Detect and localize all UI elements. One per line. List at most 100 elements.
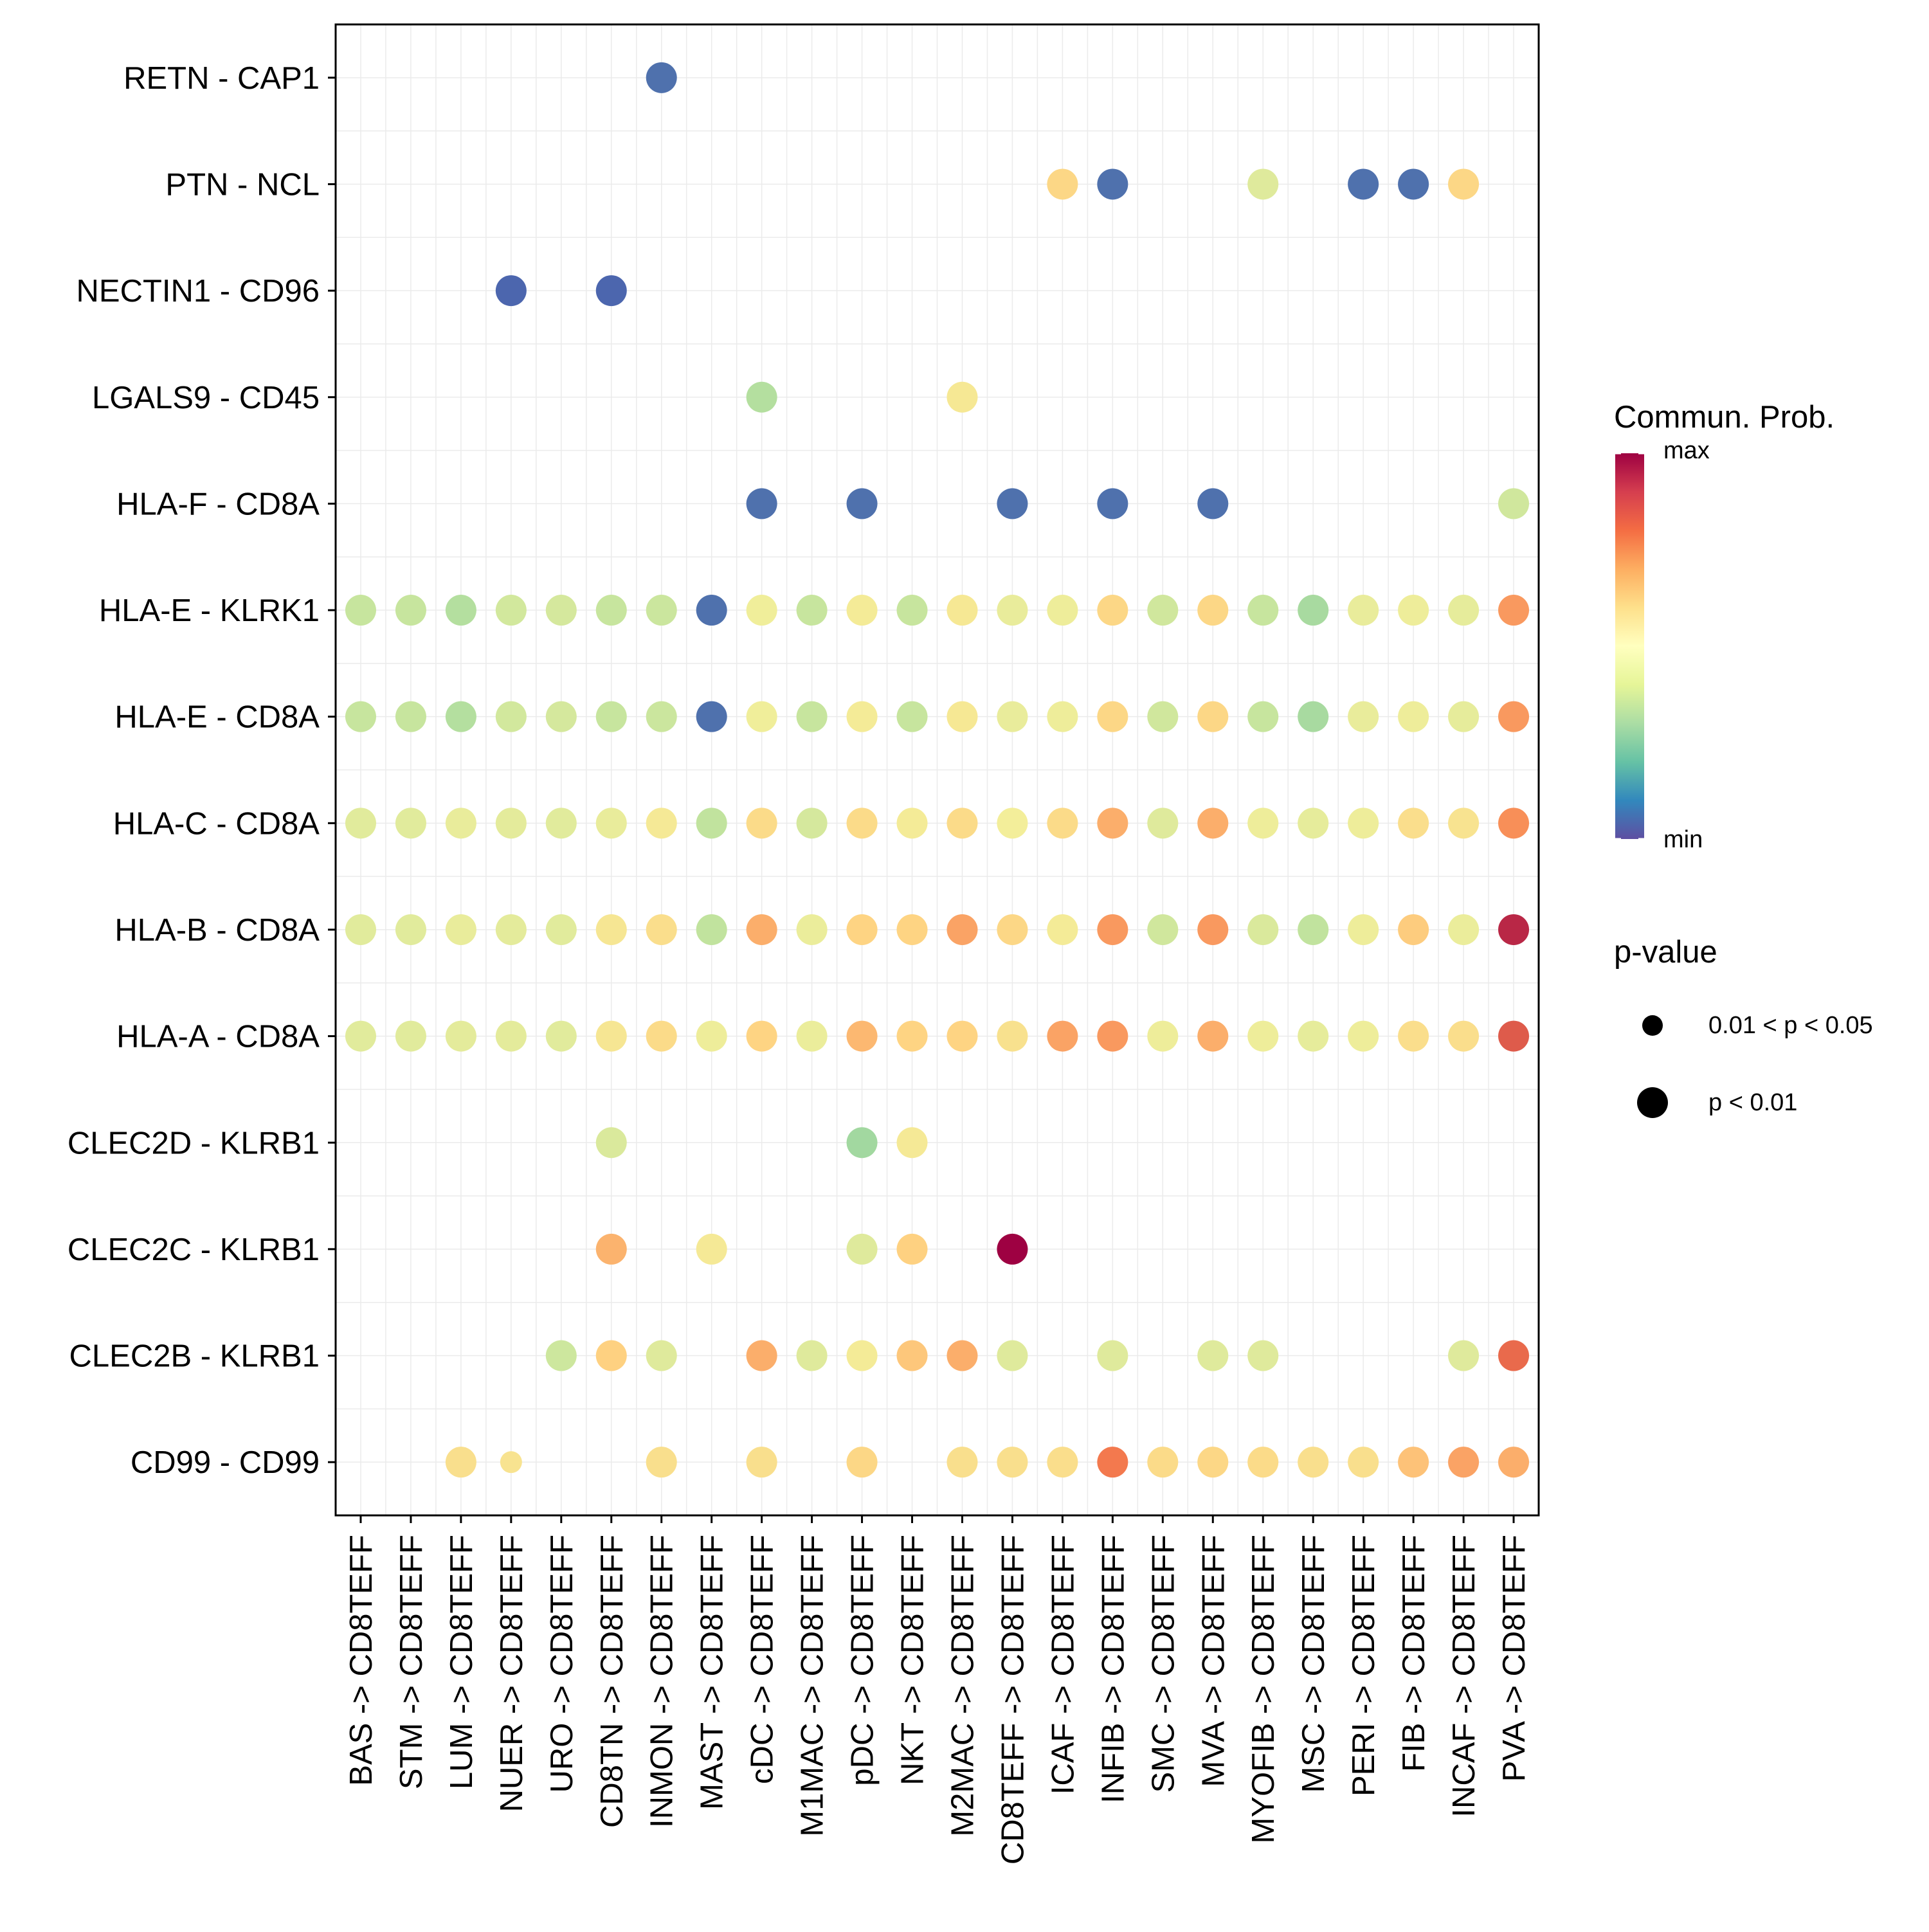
data-point (997, 808, 1028, 839)
data-point (1047, 168, 1078, 200)
y-tick-label: RETN - CAP1 (123, 61, 320, 96)
data-point (1348, 914, 1379, 945)
data-point (1097, 488, 1128, 519)
x-tick-label: FIB -> CD8TEFF (1397, 1535, 1431, 1772)
data-point (1197, 1340, 1229, 1371)
data-point (395, 808, 426, 839)
data-point (495, 275, 527, 307)
data-point (846, 1127, 878, 1159)
data-point (1147, 595, 1179, 626)
size-legend-dot-large (1637, 1087, 1668, 1118)
data-point (946, 914, 978, 945)
data-point (846, 1020, 878, 1052)
color-bar (1615, 453, 1644, 839)
data-point (1498, 808, 1530, 839)
data-point (696, 1233, 727, 1265)
data-point (500, 1451, 522, 1474)
y-tick-label: NECTIN1 - CD96 (77, 274, 320, 309)
x-tick-label: MAST -> CD8TEFF (695, 1535, 730, 1810)
data-point (545, 808, 577, 839)
y-tick-label: HLA-F - CD8A (116, 487, 320, 521)
data-point (896, 1127, 928, 1159)
data-point (946, 1020, 978, 1052)
data-point (445, 1020, 476, 1052)
data-point (846, 914, 878, 945)
x-tick-label: ICAF -> CD8TEFF (1046, 1535, 1080, 1794)
data-point (946, 808, 978, 839)
data-point (445, 808, 476, 839)
data-point (846, 595, 878, 626)
data-point (1047, 595, 1078, 626)
x-tick-label: MSC -> CD8TEFF (1296, 1535, 1331, 1793)
data-point (1047, 914, 1078, 945)
x-tick-label: pDC -> CD8TEFF (846, 1535, 880, 1786)
x-tick-label: M2MAC -> CD8TEFF (945, 1535, 980, 1837)
data-point (545, 595, 577, 626)
data-point (595, 1340, 627, 1371)
data-point (345, 808, 376, 839)
data-point (1197, 1020, 1229, 1052)
data-point (1097, 1020, 1128, 1052)
data-point (696, 595, 727, 626)
data-point (1197, 701, 1229, 732)
data-point (1398, 701, 1429, 732)
data-point (746, 808, 777, 839)
size-legend-title: p-value (1614, 935, 1717, 970)
data-point (746, 701, 777, 732)
data-point (1298, 595, 1329, 626)
data-point (1047, 701, 1078, 732)
x-tick-label: CD8TN -> CD8TEFF (595, 1535, 629, 1828)
data-point (1498, 914, 1530, 945)
x-axis: BAS -> CD8TEFF STM -> CD8TEFF LUM -> CD8TE… (344, 1515, 1532, 1864)
data-point (997, 1233, 1028, 1265)
data-point (1197, 914, 1229, 945)
data-point (997, 488, 1028, 519)
data-point (345, 1020, 376, 1052)
data-point (495, 808, 527, 839)
x-tick-label: CD8TEFF -> CD8TEFF (995, 1535, 1030, 1864)
data-point (896, 701, 928, 732)
data-point (1448, 595, 1480, 626)
data-point (1097, 595, 1128, 626)
data-point (1298, 701, 1329, 732)
x-tick-label: cDC -> CD8TEFF (745, 1535, 780, 1784)
y-tick-label: CLEC2C - KLRB1 (68, 1232, 320, 1267)
x-tick-label: INCAF -> CD8TEFF (1447, 1535, 1481, 1818)
data-point (1247, 168, 1279, 200)
data-point (1147, 914, 1179, 945)
data-point (495, 701, 527, 732)
data-point (696, 808, 727, 839)
data-point (997, 701, 1028, 732)
data-point (595, 275, 627, 307)
data-point (1448, 808, 1480, 839)
data-point (595, 914, 627, 945)
data-point (345, 595, 376, 626)
data-point (646, 808, 677, 839)
data-point (946, 595, 978, 626)
data-point (746, 381, 777, 413)
data-point (997, 1447, 1028, 1478)
data-point (1398, 168, 1429, 200)
data-point (896, 1233, 928, 1265)
y-tick-label: HLA-E - KLRK1 (99, 593, 320, 628)
x-tick-label: MYOFIB -> CD8TEFF (1246, 1535, 1281, 1844)
data-point (896, 1340, 928, 1371)
data-point (1398, 595, 1429, 626)
data-point (1448, 1447, 1480, 1478)
data-point (846, 488, 878, 519)
data-point (1448, 168, 1480, 200)
legend: Commun. Prob. max min p-value 0.01 < p <… (1614, 400, 1873, 1118)
data-point (846, 701, 878, 732)
y-tick-label: LGALS9 - CD45 (92, 381, 320, 415)
data-point (545, 701, 577, 732)
grid-lines (336, 24, 1539, 1515)
data-point (1247, 914, 1279, 945)
data-point (1298, 1020, 1329, 1052)
data-point (1197, 1447, 1229, 1478)
data-point (997, 1340, 1028, 1371)
data-point (495, 595, 527, 626)
data-point (796, 1020, 828, 1052)
y-tick-label: HLA-B - CD8A (114, 913, 320, 948)
data-point (495, 914, 527, 945)
